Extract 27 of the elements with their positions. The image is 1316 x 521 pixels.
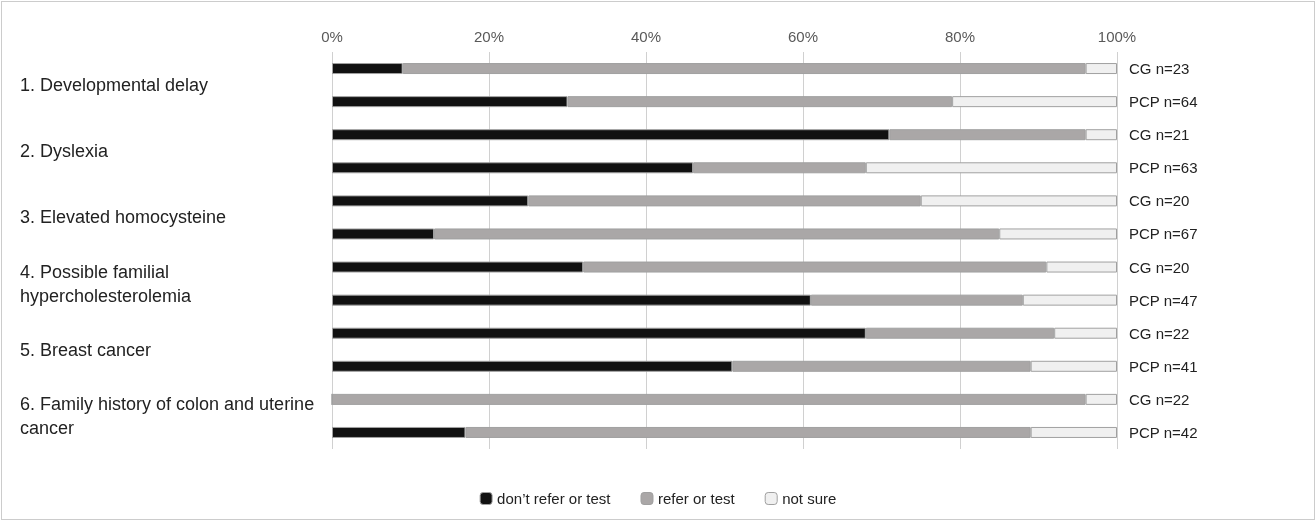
x-tick-label: 0% <box>321 28 343 45</box>
y-tick-label: CG n=20 <box>1129 258 1190 276</box>
text: 6. Family history of colon and uterine cancer <box>20 393 320 438</box>
y-tick-label: CG n=20 <box>1129 192 1190 210</box>
y-tick-label: CG n=22 <box>1129 390 1190 408</box>
y-tick-label: CG n=21 <box>1129 126 1190 144</box>
y-tick-label: PCP n=63 <box>1129 159 1198 177</box>
x-tick-label: 100% <box>1097 28 1137 45</box>
y-tick-label: PCP n=42 <box>1129 423 1198 441</box>
x-tick-label: 40% <box>630 28 662 45</box>
y-tick-label: PCP n=47 <box>1129 291 1198 309</box>
text: 2. Dyslexia <box>20 141 110 162</box>
text: 5. Breast cancer <box>20 339 152 360</box>
text: 1. Developmental delay <box>20 75 209 96</box>
x-tick-label: 60% <box>787 28 819 45</box>
text: 4. Possible familial hypercholesterolemia <box>20 261 193 306</box>
legend-label: not sure <box>782 490 837 507</box>
legend-label: refer or test <box>658 490 736 507</box>
y-tick-label: PCP n=64 <box>1129 93 1198 111</box>
legend-label: don’t refer or test <box>497 490 612 507</box>
y-tick-label: CG n=22 <box>1129 324 1190 342</box>
x-tick-label: 80% <box>944 28 976 45</box>
y-tick-label: PCP n=67 <box>1129 225 1198 243</box>
x-tick-label: 20% <box>473 28 505 45</box>
y-tick-label: CG n=23 <box>1129 60 1190 78</box>
text: 3. Elevated homocysteine <box>20 207 227 228</box>
y-tick-label: PCP n=41 <box>1129 357 1198 375</box>
